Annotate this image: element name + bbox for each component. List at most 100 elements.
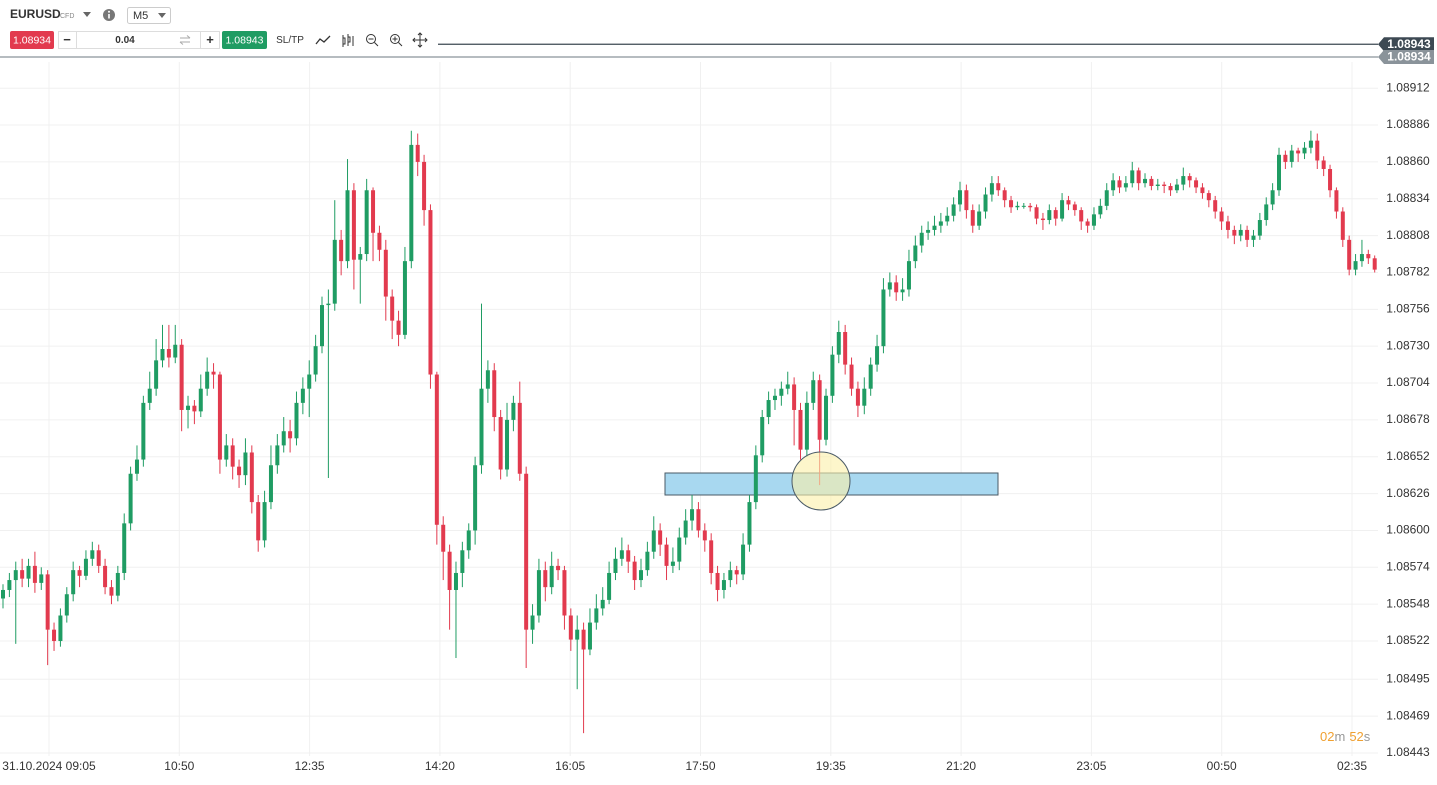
circle-highlight: [791, 451, 851, 511]
candle-body: [256, 502, 261, 541]
candle-body: [262, 502, 267, 541]
candle-body: [945, 215, 950, 222]
candle-body: [1372, 258, 1377, 270]
buy-button[interactable]: [222, 31, 267, 49]
line-chart-icon[interactable]: [315, 35, 331, 45]
candle-body: [364, 190, 369, 255]
candle-body: [160, 349, 165, 361]
volume-minus[interactable]: −: [63, 32, 71, 47]
candle-body: [1219, 211, 1224, 222]
y-tick-label: 1.08574: [1386, 559, 1430, 573]
candle-body: [1321, 160, 1326, 169]
candle-body: [371, 190, 376, 233]
candle-body: [1340, 211, 1345, 240]
candle-body: [1123, 183, 1128, 188]
y-tick-label: 1.08756: [1386, 301, 1430, 315]
candle-body: [536, 570, 541, 616]
candle-body: [479, 388, 484, 466]
symbol[interactable]: EURUSD: [10, 7, 61, 21]
candle-body: [39, 574, 44, 583]
zoom-out-icon[interactable]: [366, 34, 376, 44]
price-tag-label: 1.08934: [1387, 50, 1431, 64]
candle-body: [1257, 220, 1262, 236]
move-icon[interactable]: [412, 32, 428, 48]
candle-body: [594, 608, 599, 623]
candle-body: [830, 354, 835, 396]
timer-minutes: 02: [1320, 729, 1334, 744]
candle-chart-icon[interactable]: [342, 34, 354, 47]
candle-body: [288, 431, 293, 439]
candle-body: [1232, 229, 1237, 236]
y-tick-label: 1.08886: [1386, 117, 1430, 131]
candle-body: [926, 229, 931, 233]
candle-body: [415, 144, 420, 162]
buy-price: 1.08943: [226, 34, 264, 46]
candle-body: [173, 344, 178, 358]
candle-body: [1353, 261, 1358, 270]
candle-body: [96, 550, 101, 566]
candle-body: [702, 530, 707, 541]
candle-body: [760, 417, 765, 456]
candle-body: [26, 565, 31, 579]
sltp-button[interactable]: SL/TP: [276, 35, 304, 46]
volume-plus[interactable]: +: [206, 32, 214, 47]
candle-body: [243, 452, 248, 476]
candle-body: [1264, 204, 1269, 221]
x-tick-label: 21:20: [946, 759, 976, 773]
candle-body: [473, 465, 478, 531]
zoom-in-icon[interactable]: [390, 34, 400, 44]
timer-seconds-unit: s: [1364, 729, 1371, 744]
candle-body: [52, 629, 57, 642]
candle-body: [1091, 214, 1096, 226]
candle-body: [881, 289, 886, 347]
candle-body: [498, 417, 503, 470]
candle-body: [938, 221, 943, 226]
candle-body: [434, 374, 439, 525]
candle-body: [887, 282, 892, 290]
x-tick-label: 16:05: [555, 759, 585, 773]
candle-body: [721, 580, 726, 590]
candle-body: [804, 402, 809, 450]
candle-body: [906, 261, 911, 290]
candle-body: [843, 332, 848, 365]
volume-box: [58, 31, 220, 49]
candle-body: [639, 570, 643, 581]
candle-body: [613, 558, 618, 573]
timeframe-select[interactable]: [127, 7, 171, 24]
x-tick-label: 19:35: [816, 759, 846, 773]
candle-body: [989, 183, 994, 195]
candle-body: [1238, 229, 1243, 236]
candle-body: [20, 570, 25, 579]
candle-body: [166, 349, 171, 358]
candle-body: [1328, 168, 1333, 191]
candle-body: [1225, 221, 1230, 230]
candle-body: [492, 370, 497, 418]
candle-body: [103, 565, 108, 588]
grid-layer: [0, 62, 1378, 756]
y-tick-label: 1.08860: [1386, 154, 1430, 168]
candle-body: [715, 572, 720, 590]
candle-body: [658, 530, 663, 545]
swap-icon[interactable]: [179, 35, 191, 45]
sell-button[interactable]: [10, 31, 54, 49]
symbol-dropdown[interactable]: [83, 12, 91, 17]
candle-body: [664, 544, 669, 566]
candle-body: [607, 572, 612, 600]
candle-body: [58, 615, 63, 642]
x-tick-label: 00:50: [1207, 759, 1237, 773]
candle-body: [224, 445, 229, 460]
candle-body: [785, 384, 790, 389]
candle-timer: 02m 52s: [1320, 729, 1371, 744]
candle-body: [798, 409, 803, 450]
volume-value[interactable]: 0.04: [115, 35, 135, 46]
price-tag-label: 1.08943: [1387, 37, 1431, 51]
candle-body: [753, 455, 758, 503]
candle-body: [1009, 200, 1014, 208]
candle-body: [1066, 200, 1071, 205]
x-tick-label: 12:35: [295, 759, 325, 773]
candle-body: [1283, 154, 1288, 162]
zoom-in-glyph: [392, 36, 403, 47]
candle-body: [817, 380, 822, 440]
